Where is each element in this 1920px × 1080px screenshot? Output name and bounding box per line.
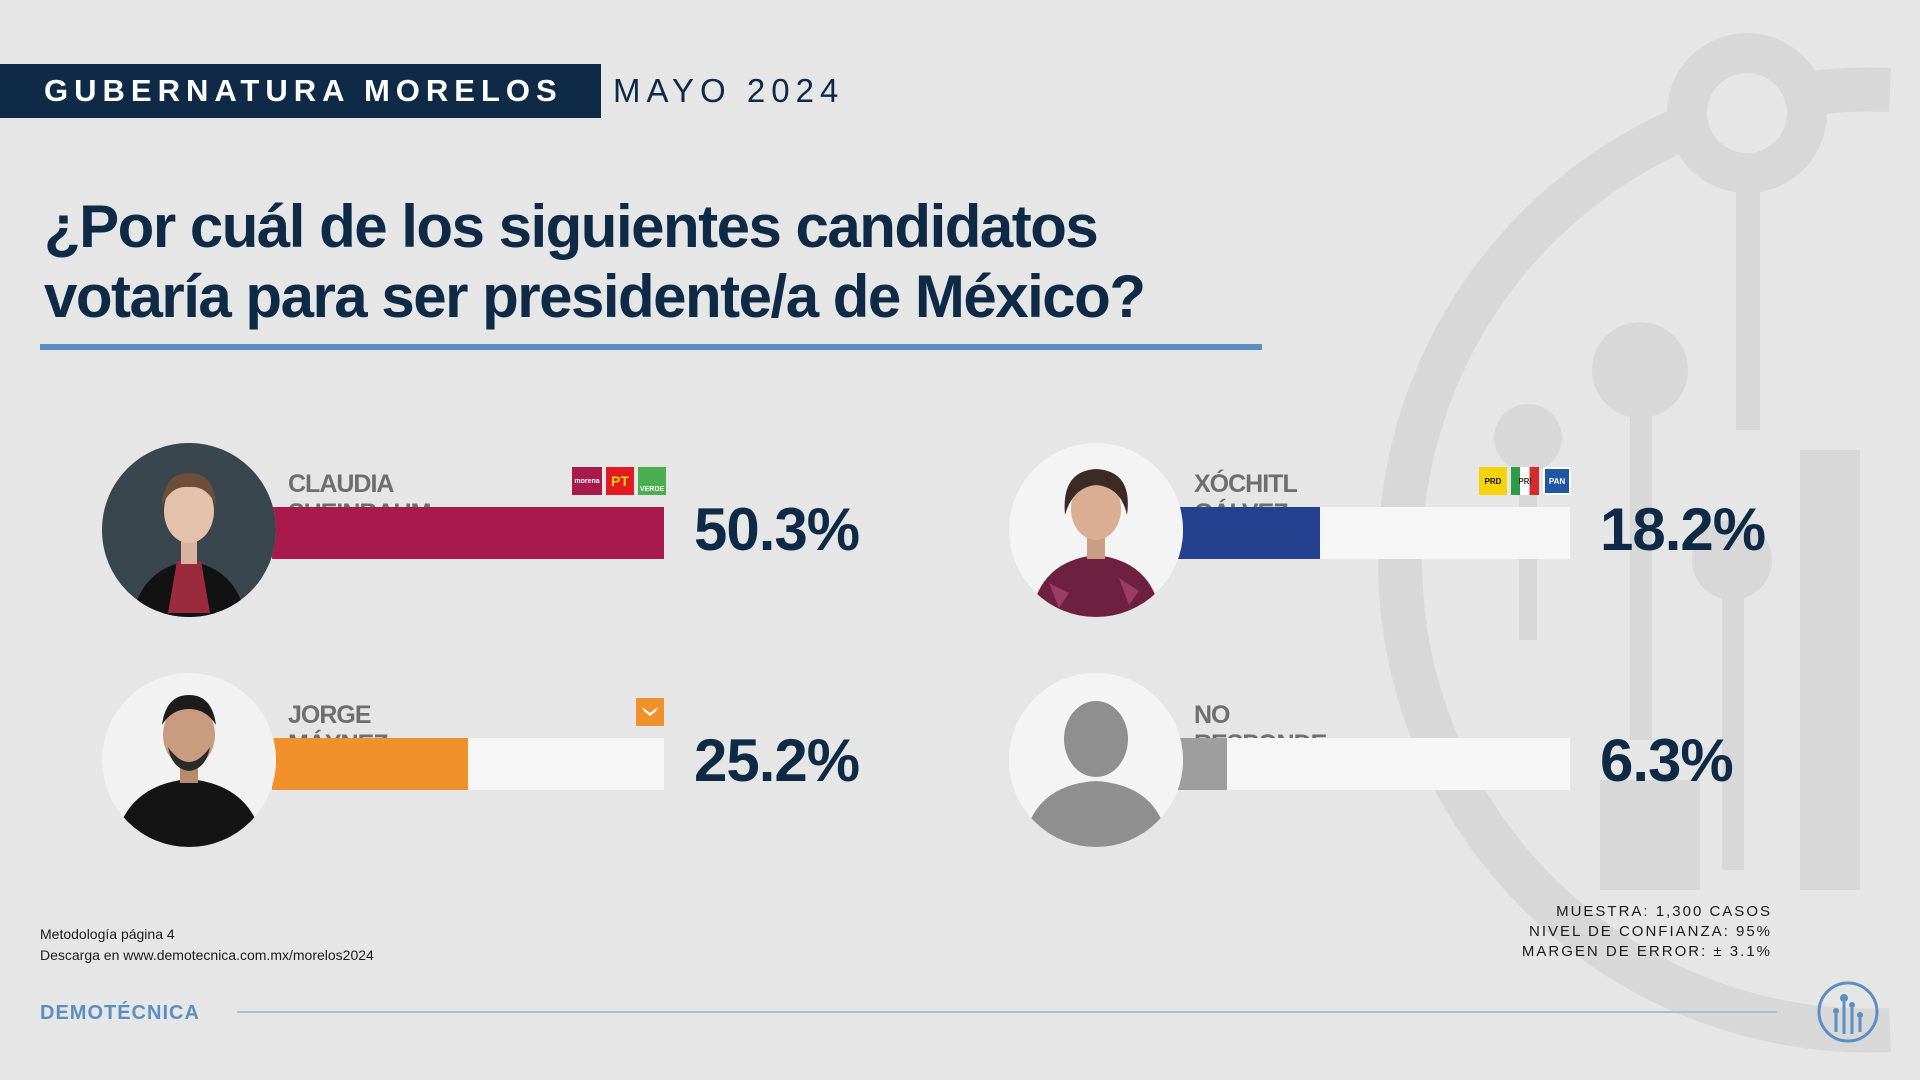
percent-label-no-responde: 6.3% bbox=[1600, 727, 1734, 794]
margin-of-error: MARGEN DE ERROR: ± 3.1% bbox=[1521, 943, 1772, 960]
party-logos-galvez: PRD PRI PAN bbox=[1479, 467, 1571, 495]
pri-logo-icon: PRI bbox=[1511, 467, 1539, 495]
header-title: GUBERNATURA MORELOS bbox=[0, 64, 601, 118]
pt-logo-icon: PT bbox=[606, 467, 634, 495]
demotecnica-logo-icon bbox=[1817, 981, 1879, 1043]
morena-logo-icon: morena bbox=[572, 467, 602, 495]
percent-label-maynez: 25.2% bbox=[694, 727, 860, 794]
eagle-icon bbox=[642, 707, 658, 716]
download-link[interactable]: Descarga en www.demotecnica.com.mx/morel… bbox=[40, 947, 374, 963]
prd-logo-icon: PRD bbox=[1479, 467, 1507, 495]
percent-label-galvez: 18.2% bbox=[1600, 496, 1766, 563]
header-date: MAYO 2024 bbox=[613, 72, 845, 109]
candidate-photo-maynez bbox=[102, 673, 276, 847]
sample-size: MUESTRA: 1,300 CASOS bbox=[1556, 903, 1772, 920]
bar-track-maynez bbox=[272, 738, 664, 790]
survey-stats: MUESTRA: 1,300 CASOS NIVEL DE CONFIANZA:… bbox=[1522, 902, 1772, 962]
bar-track-no-responde bbox=[1178, 738, 1570, 790]
footer-divider bbox=[237, 1011, 1777, 1013]
brand-name: DEMOTÉCNICA bbox=[40, 1002, 200, 1024]
movimiento-ciudadano-logo-icon bbox=[636, 698, 664, 726]
candidate-photo-galvez bbox=[1009, 443, 1183, 617]
bar-fill-galvez bbox=[1178, 507, 1320, 559]
candidate-photo-sheinbaum bbox=[102, 443, 276, 617]
bar-track-sheinbaum bbox=[272, 507, 664, 559]
verde-logo-icon: VERDE bbox=[638, 467, 666, 495]
question-line-2: votaría para ser presidente/a de México? bbox=[44, 263, 1146, 330]
party-logos-maynez bbox=[636, 698, 664, 726]
question-title: ¿Por cuál de los siguientes candidatos v… bbox=[44, 192, 1284, 332]
bar-track-galvez bbox=[1178, 507, 1570, 559]
percent-label-sheinbaum: 50.3% bbox=[694, 496, 860, 563]
pan-logo-icon: PAN bbox=[1543, 467, 1571, 495]
party-logos-sheinbaum: morena PT VERDE bbox=[572, 467, 666, 495]
bar-fill-sheinbaum bbox=[272, 507, 664, 559]
bar-fill-no-responde bbox=[1178, 738, 1227, 790]
question-line-1: ¿Por cuál de los siguientes candidatos bbox=[44, 193, 1099, 260]
confidence-level: NIVEL DE CONFIANZA: 95% bbox=[1529, 923, 1772, 940]
methodology-note: Metodología página 4 Descarga en www.dem… bbox=[40, 924, 374, 966]
header: GUBERNATURA MORELOS MAYO 2024 bbox=[0, 64, 844, 118]
anonymous-person-icon bbox=[1009, 673, 1183, 847]
bar-fill-maynez bbox=[272, 738, 468, 790]
question-underline bbox=[40, 344, 1262, 350]
methodology-line: Metodología página 4 bbox=[40, 926, 175, 942]
